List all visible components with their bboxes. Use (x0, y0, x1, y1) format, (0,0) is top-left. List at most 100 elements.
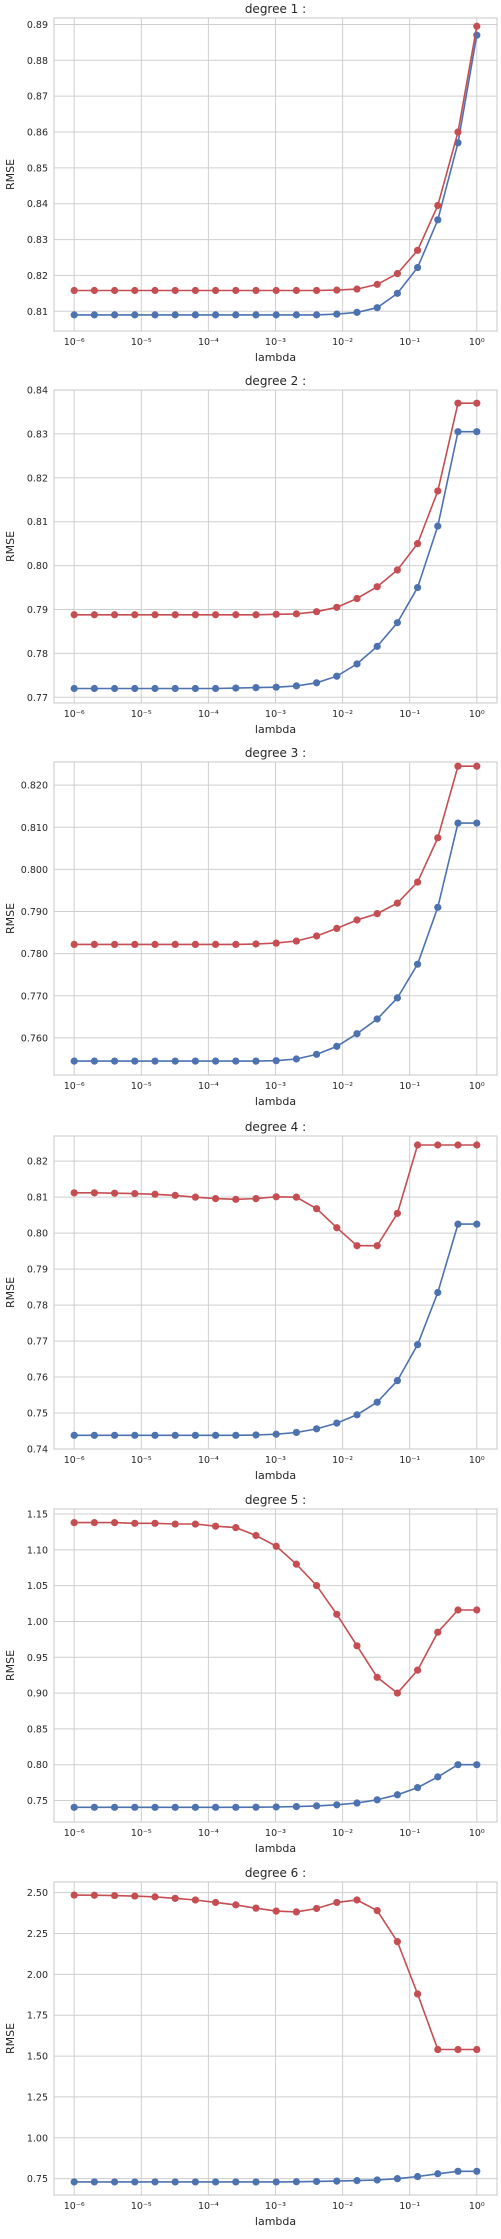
data-point (353, 1799, 361, 1807)
data-point (353, 594, 361, 603)
data-point (171, 1894, 179, 1902)
y-axis-label: RMSE (4, 159, 17, 190)
data-point (272, 1803, 280, 1811)
y-tick-label: 0.86 (27, 128, 48, 139)
data-point (413, 2172, 422, 2181)
y-tick-label: 0.820 (21, 781, 48, 792)
data-point (413, 1141, 422, 1149)
x-tick-label: 10⁻¹ (399, 1455, 420, 1466)
chart-title: degree 5 : (245, 1493, 306, 1507)
data-point (131, 1189, 139, 1198)
y-tick-label: 0.78 (27, 649, 48, 660)
data-point (171, 940, 179, 949)
data-point (292, 1055, 300, 1063)
data-point (454, 1761, 462, 1769)
data-point (252, 1057, 260, 1065)
data-point (232, 1524, 240, 1532)
data-point (191, 1803, 199, 1811)
data-point (272, 1430, 280, 1438)
data-point (171, 684, 179, 693)
data-point (473, 428, 481, 436)
data-point (373, 304, 381, 312)
data-point (473, 2045, 481, 2054)
data-point (171, 2178, 179, 2186)
x-tick-label: 10⁻⁴ (198, 709, 219, 720)
data-point (90, 286, 98, 295)
data-point (473, 1761, 481, 1769)
data-point (70, 286, 78, 295)
data-point (312, 1582, 321, 1590)
data-point (393, 270, 401, 278)
x-tick-label: 10⁻¹ (399, 1828, 420, 1839)
data-point (70, 940, 78, 949)
data-point (171, 1057, 179, 1065)
data-point (211, 286, 220, 295)
x-tick-label: 10⁻⁶ (64, 1081, 85, 1092)
data-point (90, 611, 98, 619)
x-axis-label: lambda (255, 1842, 296, 1855)
y-tick-label: 0.760 (21, 1033, 48, 1044)
data-point (110, 1431, 119, 1439)
data-point (131, 1057, 139, 1065)
y-axis-label: RMSE (4, 1277, 17, 1308)
data-point (434, 487, 442, 495)
data-point (312, 608, 321, 616)
y-tick-label: 0.75 (27, 1409, 48, 1420)
data-point (312, 679, 321, 687)
data-point (131, 1519, 139, 1527)
data-point (171, 1803, 179, 1811)
data-point (333, 286, 341, 294)
data-point (90, 1189, 98, 1197)
data-point (131, 286, 139, 295)
data-point (272, 939, 280, 947)
data-point (171, 1431, 179, 1439)
y-tick-label: 0.81 (27, 307, 48, 318)
data-point (292, 610, 300, 618)
y-tick-label: 1.15 (27, 1510, 48, 1521)
x-tick-label: 10⁻⁵ (131, 337, 152, 348)
data-point (232, 1803, 240, 1811)
chart-title: degree 6 : (245, 1866, 306, 1880)
x-tick-label: 10⁻² (332, 1828, 353, 1839)
data-point (454, 762, 462, 770)
data-point (232, 311, 240, 319)
data-point (252, 311, 260, 319)
x-tick-label: 10⁻² (332, 709, 353, 720)
chart-title: degree 2 : (245, 374, 306, 388)
plot-frame (53, 389, 498, 704)
data-point (131, 1431, 139, 1439)
data-point (333, 603, 341, 611)
data-point (211, 1057, 220, 1065)
data-point (90, 940, 98, 949)
y-tick-label: 1.75 (27, 2011, 48, 2022)
data-point (373, 583, 381, 591)
data-point (373, 1398, 381, 1406)
data-point (312, 1904, 321, 1913)
data-point (373, 280, 381, 288)
data-point (90, 684, 98, 693)
data-point (473, 819, 481, 827)
y-tick-label: 2.50 (27, 1888, 48, 1899)
data-point (171, 286, 179, 295)
x-tick-label: 10⁰ (469, 1828, 485, 1839)
data-point (110, 286, 119, 295)
y-tick-label: 0.76 (27, 1373, 48, 1384)
data-point (191, 311, 199, 319)
y-tick-label: 0.77 (27, 1337, 48, 1348)
x-tick-label: 10⁻⁴ (198, 1081, 219, 1092)
data-point (171, 311, 179, 319)
y-axis-label: RMSE (4, 903, 17, 934)
y-tick-label: 0.87 (27, 92, 48, 103)
data-point (151, 2178, 159, 2186)
data-point (110, 311, 119, 319)
data-point (434, 216, 442, 224)
subplot-2: 10⁻⁶ 10⁻⁵ 10⁻⁴ 10⁻³ 10⁻² 10⁻¹ 10⁰ 0.77 0.78 0.79 0… (4, 374, 498, 736)
x-tick-label: 10⁻⁶ (64, 1828, 85, 1839)
data-point (272, 1542, 280, 1550)
y-axis-label: RMSE (4, 1650, 17, 1681)
data-point (191, 611, 199, 619)
data-point (232, 2178, 240, 2186)
data-point (353, 2177, 361, 2185)
data-point (70, 611, 78, 619)
